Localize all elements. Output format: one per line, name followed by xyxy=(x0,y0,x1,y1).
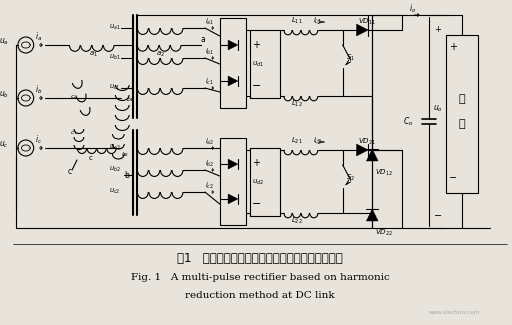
Text: +: + xyxy=(252,40,260,50)
Text: reduction method at DC link: reduction method at DC link xyxy=(185,292,335,301)
Text: $u_{a1}$: $u_{a1}$ xyxy=(110,22,121,32)
Text: $L_{22}$: $L_{22}$ xyxy=(291,216,302,226)
Text: −: − xyxy=(434,211,442,221)
Bar xyxy=(250,148,280,216)
Polygon shape xyxy=(228,40,238,50)
Text: $u_c$: $u_c$ xyxy=(0,140,9,150)
Text: www.elecfans.com: www.elecfans.com xyxy=(429,309,480,315)
Bar xyxy=(220,18,246,108)
Text: +: + xyxy=(449,42,457,52)
Text: $VD_{22}$: $VD_{22}$ xyxy=(375,228,393,238)
Text: $u_{c2}$: $u_{c2}$ xyxy=(110,187,121,196)
Text: $c_1$: $c_1$ xyxy=(70,129,78,137)
Text: $i_{c2}$: $i_{c2}$ xyxy=(205,181,214,191)
Text: c: c xyxy=(67,167,71,176)
Text: $i_{L2}$: $i_{L2}$ xyxy=(313,136,323,146)
Text: $u_{a2}$: $u_{a2}$ xyxy=(110,142,121,151)
Text: $C_o$: $C_o$ xyxy=(403,115,414,128)
Text: $i_{L1}$: $i_{L1}$ xyxy=(313,16,323,26)
Text: c: c xyxy=(89,155,93,161)
Polygon shape xyxy=(356,24,368,36)
Text: $VD_{21}$: $VD_{21}$ xyxy=(358,137,376,147)
Text: $i_{b2}$: $i_{b2}$ xyxy=(205,159,214,169)
Polygon shape xyxy=(367,209,378,221)
Polygon shape xyxy=(356,144,368,156)
Bar xyxy=(250,30,280,98)
Text: $u_{b2}$: $u_{b2}$ xyxy=(110,164,121,174)
Text: $L_{21}$: $L_{21}$ xyxy=(291,136,302,146)
Text: $i_{b1}$: $i_{b1}$ xyxy=(205,47,215,57)
Text: $u_b$: $u_b$ xyxy=(0,90,9,100)
Text: $i_b$: $i_b$ xyxy=(35,84,42,96)
Text: $i_{a2}$: $i_{a2}$ xyxy=(205,137,214,147)
Text: −: − xyxy=(252,81,262,91)
Text: 图1   基于直流侧有源谐波抑制方法的多脉波整流器: 图1 基于直流侧有源谐波抑制方法的多脉波整流器 xyxy=(177,252,343,265)
Text: $u_{d2}$: $u_{d2}$ xyxy=(252,177,264,187)
Polygon shape xyxy=(228,194,238,204)
Text: 载: 载 xyxy=(458,119,465,129)
Text: $u_o$: $u_o$ xyxy=(433,104,443,114)
Polygon shape xyxy=(367,149,378,161)
Text: $c_2$: $c_2$ xyxy=(70,93,78,101)
Bar xyxy=(220,138,246,225)
Text: $i_{c1}$: $i_{c1}$ xyxy=(205,77,214,87)
Text: $VD_{11}$: $VD_{11}$ xyxy=(358,17,376,27)
Text: $i_c$: $i_c$ xyxy=(35,134,41,146)
Text: −: − xyxy=(449,173,457,183)
Text: $L_{12}$: $L_{12}$ xyxy=(291,99,302,109)
Text: $L_{11}$: $L_{11}$ xyxy=(291,16,302,26)
Text: Fig. 1   A multi-pulse rectifier based on harmonic: Fig. 1 A multi-pulse rectifier based on … xyxy=(131,274,390,282)
Text: −: − xyxy=(252,199,262,209)
Text: $u_a$: $u_a$ xyxy=(0,37,9,47)
Text: $b_2$: $b_2$ xyxy=(121,150,130,160)
Text: $S_{1}$: $S_{1}$ xyxy=(346,53,355,63)
Text: 负: 负 xyxy=(458,94,465,104)
Text: +: + xyxy=(434,25,441,34)
Text: $i_a$: $i_a$ xyxy=(35,31,41,43)
Text: $a_2$: $a_2$ xyxy=(156,49,165,58)
Text: $u_{d1}$: $u_{d1}$ xyxy=(252,59,264,69)
Text: a: a xyxy=(200,35,205,45)
Text: b: b xyxy=(124,171,129,179)
Text: $i_{a1}$: $i_{a1}$ xyxy=(205,17,214,27)
Text: $u_{b1}$: $u_{b1}$ xyxy=(110,52,121,62)
Text: $i_o$: $i_o$ xyxy=(409,3,416,15)
Text: +: + xyxy=(252,158,260,168)
Polygon shape xyxy=(228,76,238,86)
Bar xyxy=(446,35,478,193)
Text: $S_{2}$: $S_{2}$ xyxy=(346,173,355,183)
Text: $b_1$: $b_1$ xyxy=(126,96,135,104)
Text: $a_1$: $a_1$ xyxy=(89,49,98,58)
Text: $u_{c1}$: $u_{c1}$ xyxy=(110,83,121,92)
Text: $VD_{12}$: $VD_{12}$ xyxy=(375,168,393,178)
Polygon shape xyxy=(228,159,238,169)
